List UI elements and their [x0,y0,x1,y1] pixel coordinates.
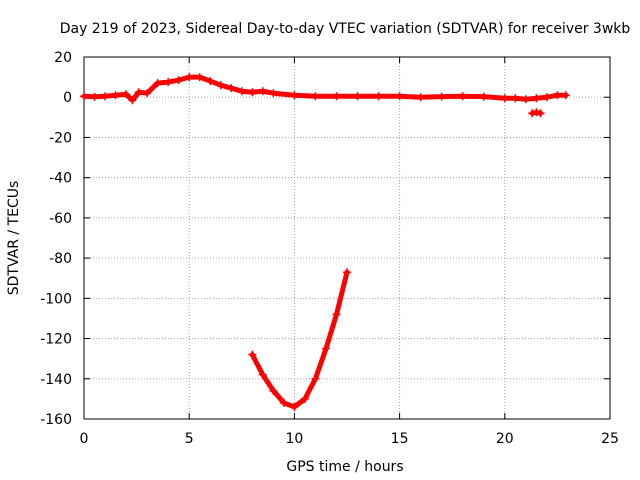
x-tick-label: 0 [80,431,89,447]
x-tick-label: 15 [391,431,409,447]
data-point [174,76,183,85]
data-point [511,94,520,103]
y-axis: 20 0 -20 -40 -60 -80 -100 -120 -140 -160 [40,50,610,428]
data-point [521,95,530,104]
data-point [269,386,278,395]
data-point [311,92,320,101]
y-tick-label: -100 [40,291,72,307]
data-point [269,89,278,98]
data-point [311,374,320,383]
series-offset_segment [528,108,545,118]
x-tick-label: 5 [185,431,194,447]
x-tick-label: 10 [285,431,303,447]
data-point [332,310,341,319]
data-point [128,96,137,105]
data-point [500,94,509,103]
x-tick-label: 20 [496,431,514,447]
data-point [279,398,288,407]
data-point [416,93,425,102]
data-point [290,91,299,100]
data-point [532,94,541,103]
x-axis: 0 5 10 15 20 25 [80,57,619,447]
y-tick-label: 0 [63,90,72,106]
x-axis-label: GPS time / hours [286,459,403,475]
y-tick-label: -160 [40,412,72,428]
x-tick-label: 25 [601,431,619,447]
data-point [528,109,537,118]
data-point [111,91,120,100]
data-point [185,73,194,82]
data-point [542,93,551,102]
data-point [258,87,267,96]
y-tick-label: 20 [54,50,72,66]
data-point [332,92,341,101]
data-point [90,92,99,101]
data-point [164,78,173,87]
data-point [248,350,257,359]
data-point [374,92,383,101]
series-band [249,269,350,410]
data-point [479,92,488,101]
data-point [143,89,152,98]
data-point [153,79,162,88]
data-point [437,92,446,101]
data-point [195,73,204,82]
data-marks [80,73,570,411]
data-point [321,344,330,353]
data-point [343,268,351,277]
data-point [353,92,362,101]
y-tick-label: -140 [40,372,72,388]
data-point [227,84,236,93]
data-point [458,92,467,101]
plot-frame [83,56,611,420]
series-deep_dip [248,268,351,411]
data-point [536,109,545,118]
data-point [134,88,143,97]
series-main_track [80,73,570,105]
y-tick-label: -40 [49,171,72,187]
y-tick-label: -120 [40,332,72,348]
data-point [258,370,267,379]
y-tick-label: -80 [49,251,72,267]
y-tick-label: -20 [49,130,72,146]
data-point [80,92,88,101]
y-axis-label: SDTVAR / TECUs [6,181,22,296]
data-point [237,87,246,96]
data-point [101,92,110,101]
data-point [290,402,299,411]
data-point [122,90,131,99]
data-point [532,108,541,117]
data-point [553,91,562,100]
data-point [300,394,309,403]
chart-title: Day 219 of 2023, Sidereal Day-to-day VTE… [60,21,631,37]
data-point [206,77,215,86]
data-point [248,88,257,97]
data-point [216,81,225,90]
data-point [395,92,404,101]
data-point [561,91,570,100]
y-tick-label: -60 [49,211,72,227]
